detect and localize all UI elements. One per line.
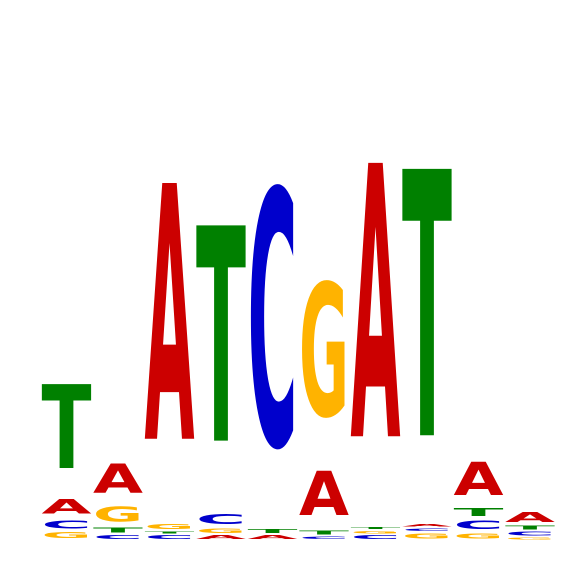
logo-letter-a-pos-3-4: A	[145, 115, 195, 523]
logo-letter-c-pos-2-1: C	[93, 534, 143, 540]
logo-letter-c-pos-5-3: C	[248, 118, 298, 528]
logo-letter-t-pos-10-3: T	[505, 525, 556, 531]
logo-letter-t-pos-8-4: T	[402, 97, 452, 523]
logo-letter-a-pos-5-1: A	[248, 534, 299, 540]
logo-letter-c-pos-7-1: C	[351, 534, 401, 540]
logo-letter-t-pos-3-2: T	[145, 531, 196, 534]
logo-letter-g-pos-1-1: G	[42, 531, 92, 540]
logo-letter-c-pos-10-2: C	[505, 531, 555, 537]
logo-letter-a-pos-7-4: A	[351, 89, 401, 525]
logo-letter-g-pos-6-4: G	[299, 248, 349, 460]
logo-letter-a-pos-8-3: A	[402, 523, 453, 528]
logo-letter-g-pos-8-1: G	[402, 532, 452, 540]
logo-letter-a-pos-6-3: A	[299, 459, 350, 530]
logo-letter-c-pos-8-2: C	[402, 528, 452, 533]
logo-letter-a-pos-4-1: A	[196, 534, 247, 540]
logo-letter-g-pos-9-1: G	[454, 532, 504, 540]
logo-letter-t-pos-4-4: T	[196, 166, 246, 511]
logo-letter-g-pos-10-1: G	[505, 537, 555, 540]
logo-letter-g-pos-2-3: G	[93, 502, 143, 526]
logo-letter-a-pos-9-4: A	[454, 453, 505, 506]
logo-letter-t-pos-6-2: T	[299, 530, 350, 536]
logo-letter-t-pos-9-3: T	[454, 506, 504, 518]
logo-letter-a-pos-10-4: A	[505, 510, 555, 526]
logo-letter-g-pos-4-2: G	[196, 528, 246, 535]
logo-letter-c-pos-9-2: C	[454, 518, 504, 532]
logo-letter-c-pos-1-2: C	[42, 519, 92, 531]
logo-letter-a-pos-2-4: A	[93, 456, 144, 503]
logo-letter-t-pos-1-4: T	[42, 362, 92, 496]
logo-letter-g-pos-3-3: G	[145, 523, 195, 531]
logo-letter-g-pos-7-2: G	[351, 530, 401, 535]
logo-letter-t-pos-7-3: T	[351, 526, 402, 529]
logo-letter-t-pos-5-2: T	[248, 529, 299, 535]
logo-letter-c-pos-6-1: C	[299, 536, 349, 541]
logo-letter-c-pos-4-3: C	[196, 511, 246, 527]
logo-letter-t-pos-2-2: T	[93, 527, 144, 535]
logo-letter-c-pos-3-1: C	[145, 534, 195, 540]
logo-letter-a-pos-1-3: A	[42, 496, 92, 518]
